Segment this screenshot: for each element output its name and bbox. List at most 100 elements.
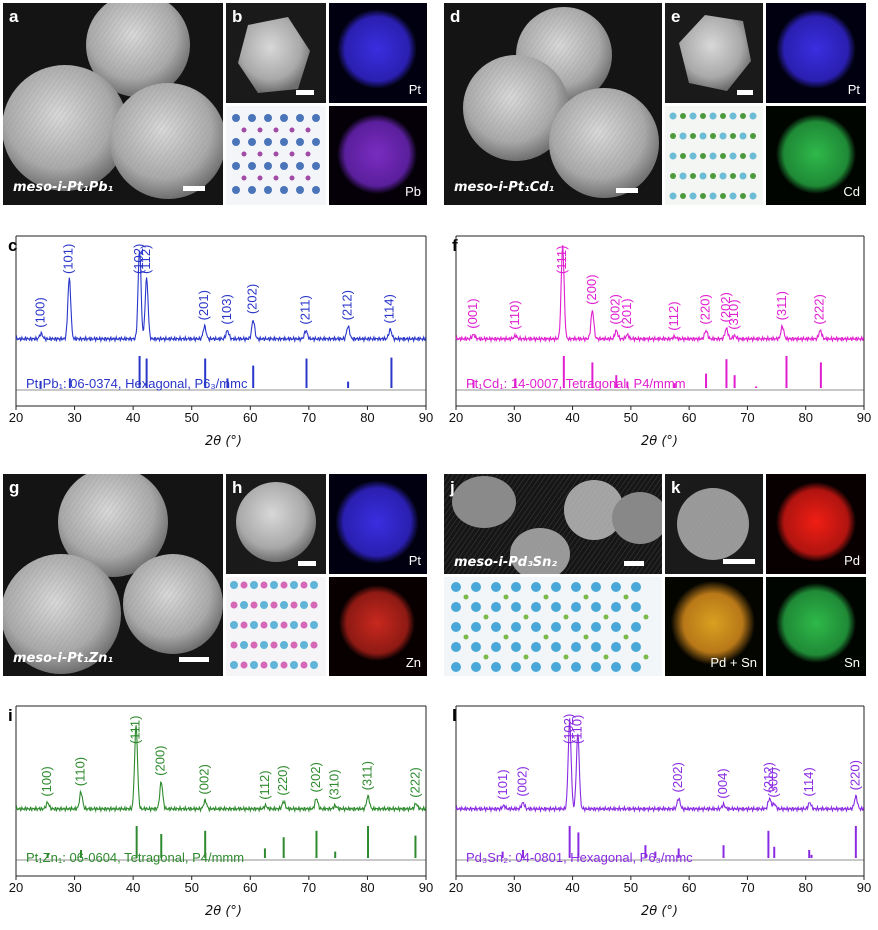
peak-label: (202) <box>670 762 685 792</box>
peak-label: (202) <box>245 284 260 314</box>
peak-label: (201) <box>196 290 211 320</box>
peak-label: (212) <box>761 762 776 792</box>
crystal-structure-pt-pb <box>232 114 320 194</box>
peak-label: (101) <box>495 769 510 799</box>
element-label-sn: Sn <box>844 655 860 670</box>
x-tick-label: 60 <box>243 410 257 425</box>
peak-label: (100) <box>39 766 54 796</box>
x-tick-label: 90 <box>419 880 433 895</box>
x-tick-label: 50 <box>624 410 638 425</box>
peak-label: (202) <box>718 292 733 322</box>
crystal-structure-pt-zn <box>230 581 318 669</box>
peak-label: (114) <box>382 294 397 323</box>
peak-label: (222) <box>812 294 827 324</box>
scale-bar-e <box>737 90 753 95</box>
peak-label: (311) <box>359 761 374 790</box>
peak-label: (110) <box>72 757 87 786</box>
peak-label: (103) <box>219 294 234 324</box>
x-tick-label: 80 <box>360 410 374 425</box>
caption-d: meso-i-Pt₁Cd₁ <box>454 180 555 195</box>
peak-label: (004) <box>715 768 730 798</box>
panel-label-c: c <box>8 236 18 255</box>
x-tick-label: 50 <box>184 410 198 425</box>
x-axis-title-l: 2θ (°) <box>641 904 679 919</box>
x-tick-label: 20 <box>9 410 23 425</box>
scale-bar-h <box>298 561 316 566</box>
xrd-pattern-line <box>455 718 865 814</box>
x-tick-label: 20 <box>449 880 463 895</box>
panel-label-l: l <box>452 706 457 725</box>
peak-label: (202) <box>308 762 323 792</box>
x-tick-label: 80 <box>360 880 374 895</box>
scale-bar-g <box>179 657 209 662</box>
x-tick-label: 90 <box>857 410 871 425</box>
scale-bar-d <box>616 188 638 193</box>
haadf-image-b: b <box>226 3 326 103</box>
crystal-model-b <box>226 106 326 205</box>
crystal-model-h <box>226 577 326 676</box>
caption-g: meso-i-Pt₁Zn₁ <box>13 651 114 666</box>
xrd-chart-i: (100) (110) (111) (200) (002) (112) (220) (202)… <box>0 700 440 930</box>
peak-label: (212) <box>340 290 355 320</box>
x-tick-label: 30 <box>67 880 81 895</box>
eds-map-pdsn-k: Pd + Sn <box>665 577 763 676</box>
element-label-zn: Zn <box>405 655 421 670</box>
x-tick-label: 40 <box>126 410 140 425</box>
xrd-chart-f: (001) (110) (111) (200) (002) (201) (112) (220)… <box>440 230 878 460</box>
element-label-pt: Pt <box>408 82 421 97</box>
crystal-model-j <box>444 577 662 676</box>
x-tick-label: 50 <box>184 880 198 895</box>
peak-label: (112) <box>138 245 153 274</box>
panel-label-b: b <box>232 7 243 26</box>
scale-bar-b <box>296 90 314 95</box>
peak-label: (311) <box>774 291 789 320</box>
peak-label: (102) <box>131 244 146 274</box>
scale-bar-a <box>183 186 205 191</box>
x-axis-title-i: 2θ (°) <box>205 904 243 919</box>
x-tick-label: 30 <box>67 410 81 425</box>
element-label-cd: Cd <box>843 184 860 199</box>
x-tick-label: 40 <box>126 880 140 895</box>
reference-f: Pt₁Cd₁: 14-0007, Tetragonal, P4/mmm <box>466 376 686 391</box>
peak-label: (101) <box>61 244 76 274</box>
x-axis-title-f: 2θ (°) <box>641 434 679 449</box>
x-tick-label: 70 <box>302 410 316 425</box>
peak-label: (220) <box>275 765 290 795</box>
peak-label: (201) <box>619 298 634 328</box>
x-tick-label: 40 <box>565 880 579 895</box>
caption-j: meso-i-Pd₃Sn₂ <box>454 555 558 570</box>
element-label-pt-e: Pt <box>847 82 860 97</box>
eds-map-pt-e: Pt <box>766 3 866 103</box>
panel-label-a: a <box>9 7 19 26</box>
element-label-pd-sn: Pd + Sn <box>710 655 757 670</box>
x-tick-label: 80 <box>798 880 812 895</box>
peak-label: (220) <box>697 294 712 324</box>
panel-label-i: i <box>8 706 13 725</box>
peak-label: (100) <box>33 297 48 327</box>
panel-label-j: j <box>450 478 455 497</box>
crystal-structure-pd-sn <box>451 582 649 672</box>
eds-map-pd-k: Pd <box>766 474 866 574</box>
x-tick-label: 60 <box>682 410 696 425</box>
peak-label: (200) <box>153 745 168 775</box>
eds-map-zn-h: Zn <box>329 577 427 676</box>
peak-label: (112) <box>257 770 272 799</box>
panel-label-k: k <box>671 478 681 497</box>
reference-l: Pd₃Sn₂: 04-0801, Hexagonal, P6₃/mmc <box>466 850 693 865</box>
element-label-pt-h: Pt <box>408 553 421 568</box>
element-label-pd: Pd <box>844 553 860 568</box>
tem-image-j: j meso-i-Pd₃Sn₂ <box>444 474 662 574</box>
eds-map-cd-e: Cd <box>766 106 866 205</box>
panel-label-g: g <box>9 478 20 497</box>
element-label-pb: Pb <box>405 184 421 199</box>
crystal-structure-pt-cd <box>669 112 757 200</box>
peak-label: (102) <box>561 714 576 744</box>
peak-label: (002) <box>197 764 212 794</box>
peak-label: (222) <box>407 767 422 797</box>
eds-map-pb-b: Pb <box>329 106 427 205</box>
xrd-pattern-line <box>15 250 427 344</box>
caption-a: meso-i-Pt₁Pb₁ <box>13 180 114 195</box>
xrd-pattern-line <box>15 725 427 814</box>
reference-i: Pt₁Zn₁: 06-0604, Tetragonal, P4/mmm <box>26 850 245 865</box>
haadf-image-h: h <box>226 474 326 574</box>
